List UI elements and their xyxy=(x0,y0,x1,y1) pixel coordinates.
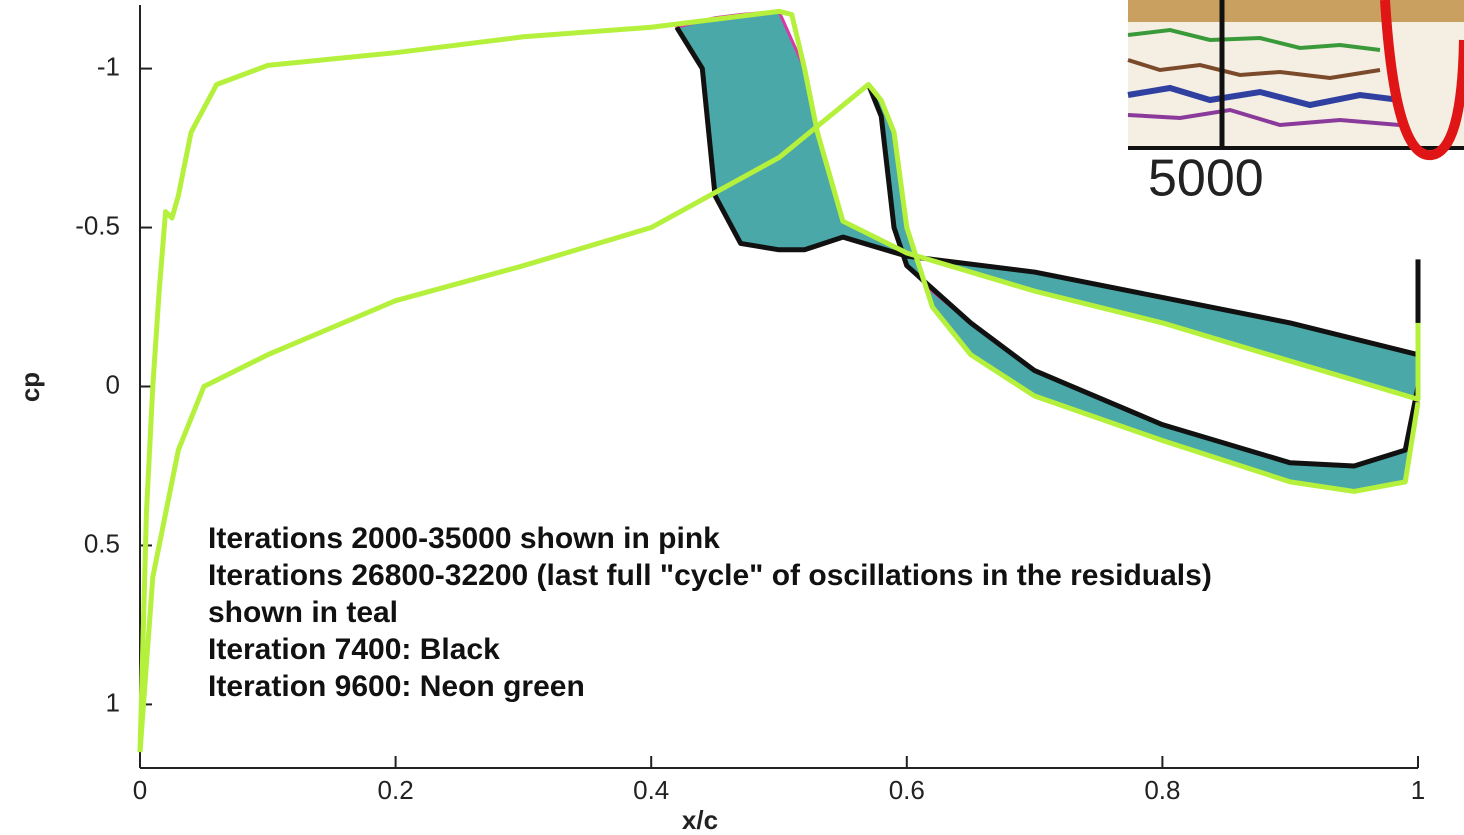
y-tick-label: 0 xyxy=(106,369,120,399)
x-tick-label: 0.2 xyxy=(378,775,414,805)
page: 5000 x/c cp -1 -0.5 0 0.5 1 0 0.2 0.4 0.6 0.8 1 Ite… xyxy=(0,0,1464,835)
annotation: Iterations 26800-32200 (last full "cycle… xyxy=(208,559,1212,592)
y-axis-label: cp xyxy=(15,372,45,402)
x-axis-label: x/c xyxy=(682,805,718,835)
annotation: Iteration 7400: Black xyxy=(208,633,500,666)
y-tick-label: -0.5 xyxy=(75,210,120,240)
x-tick-label: 0 xyxy=(133,775,147,805)
y-tick-label: 0.5 xyxy=(84,528,120,558)
inset-band xyxy=(1128,0,1464,22)
chart: 5000 x/c cp -1 -0.5 0 0.5 1 0 0.2 0.4 0.6 0.8 1 Ite… xyxy=(0,0,1464,835)
y-tick-label: -1 xyxy=(97,51,120,81)
y-tick-label: 1 xyxy=(106,687,120,717)
x-tick-label: 0.4 xyxy=(633,775,669,805)
inset: 5000 xyxy=(1128,0,1464,208)
x-tick-label: 1 xyxy=(1411,775,1425,805)
annotation: Iterations 2000-35000 shown in pink xyxy=(208,522,720,555)
x-tick-label: 0.6 xyxy=(889,775,925,805)
inset-label: 5000 xyxy=(1148,150,1264,208)
annotation: shown in teal xyxy=(208,596,398,629)
annotation: Iteration 9600: Neon green xyxy=(208,670,585,703)
x-tick-label: 0.8 xyxy=(1144,775,1180,805)
